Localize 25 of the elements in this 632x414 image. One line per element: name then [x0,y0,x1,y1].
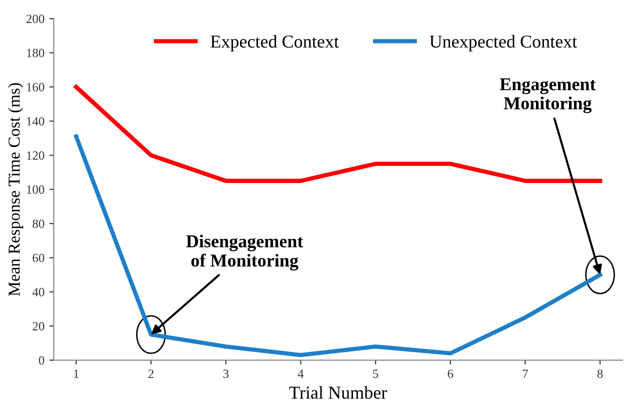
x-tick-label: 7 [522,370,528,378]
x-tick-label: 4 [298,370,304,378]
y-tick-label: 40 [32,288,44,296]
y-tick-label: 160 [27,82,44,92]
legend-label: Unexpected Context [430,34,578,52]
y-tick-label: 140 [27,117,44,126]
x-axis-title: Trial Number [289,386,388,399]
x-tick-label: 3 [223,370,228,378]
x-tick-label: 8 [597,370,603,378]
y-tick-label: 60 [32,254,44,262]
x-tick-label: 2 [148,370,154,378]
y-tick-label: 180 [27,48,44,58]
y-tick-label: 120 [27,151,44,160]
annotation: Engagement Monitoring [500,78,596,114]
y-tick-label: 100 [27,185,44,194]
annotation: Disengagement of Monitoring [186,234,304,270]
y-tick-label: 80 [32,220,44,228]
y-tick-label: 0 [38,356,44,365]
legend-label: Expected Context [210,34,339,52]
y-tick-label: 200 [26,14,44,24]
x-tick-label: 5 [373,370,378,378]
x-tick-label: 1 [74,370,79,378]
y-axis-title: Mean Response Time Cost (ms) [8,83,24,296]
x-tick-label: 6 [448,370,454,378]
y-tick-label: 20 [32,322,44,330]
